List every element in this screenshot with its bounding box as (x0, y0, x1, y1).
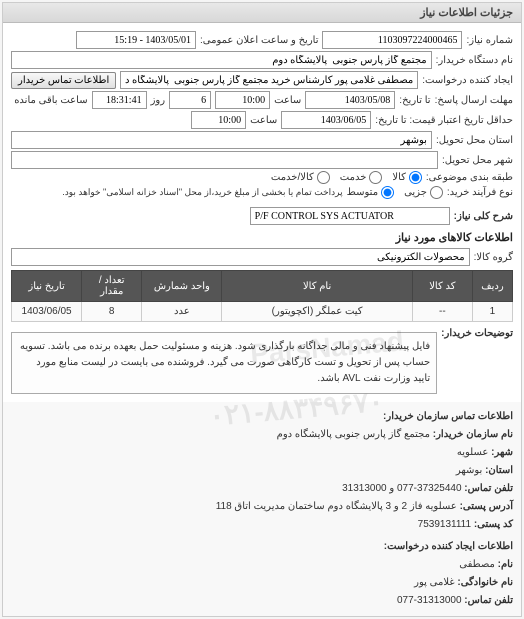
name-value: مصطفی (459, 559, 495, 570)
family-value: غلامی پور (414, 577, 454, 588)
radio-medium-label[interactable]: متوسط (347, 186, 394, 199)
table-header-cell: واحد شمارش (142, 271, 222, 302)
radio-goods-service-label[interactable]: کالا/خدمت (271, 171, 330, 184)
deadline-date-input[interactable] (305, 91, 395, 109)
creator-phone-value: 31313000-077 (397, 595, 462, 606)
validity-date-input[interactable] (281, 111, 371, 129)
group-label: گروه کالا: (474, 252, 513, 263)
radio-small-label[interactable]: جزیی (404, 186, 443, 199)
table-header-cell: تاریخ نیاز (12, 271, 82, 302)
table-body: 1--کیت عملگر (اکچویتور)عدد81403/06/05 (12, 302, 513, 322)
need-desc-input[interactable] (250, 207, 450, 225)
org-label: نام سازمان خریدار: (433, 429, 513, 440)
table-cell: 1 (472, 302, 512, 322)
creator-section-title: اطلاعات ایجاد کننده درخواست: (11, 538, 513, 556)
table-row: 1--کیت عملگر (اکچویتور)عدد81403/06/05 (12, 302, 513, 322)
validity-time-input[interactable] (191, 111, 246, 129)
radio-small[interactable] (430, 186, 443, 199)
items-table: ردیفکد کالانام کالاواحد شمارشتعداد / مقد… (11, 270, 513, 322)
table-header-cell: ردیف (472, 271, 512, 302)
radio-goods-label[interactable]: کالا (392, 171, 422, 184)
table-header-cell: تعداد / مقدار (82, 271, 142, 302)
postal-label: کد پستی: (474, 519, 513, 530)
table-header-row: ردیفکد کالانام کالاواحد شمارشتعداد / مقد… (12, 271, 513, 302)
need-number-input[interactable] (322, 31, 462, 49)
panel-title: جزئیات اطلاعات نیاز (3, 3, 521, 23)
time-label-1: ساعت (274, 95, 301, 106)
need-desc-label: شرح کلی نیاز: (454, 211, 513, 222)
radio-service[interactable] (369, 171, 382, 184)
province-input[interactable] (11, 131, 432, 149)
remain-time-input[interactable] (92, 91, 147, 109)
need-details-panel: جزئیات اطلاعات نیاز شماره نیاز: تاریخ و … (2, 2, 522, 617)
need-number-label: شماره نیاز: (466, 35, 513, 46)
name-label: نام: (498, 559, 513, 570)
radio-goods[interactable] (409, 171, 422, 184)
creator-label: ایجاد کننده درخواست: (422, 75, 513, 86)
postal-value: 7539131111 (418, 519, 471, 530)
purchase-note: پرداخت تمام یا بخشی از مبلغ خرید،از محل … (62, 187, 342, 198)
radio-service-text: خدمت (340, 172, 367, 183)
phone-label: تلفن تماس: (464, 483, 513, 494)
radio-goods-service-text: کالا/خدمت (271, 172, 314, 183)
radio-medium-text: متوسط (347, 187, 378, 198)
purchase-type-label: نوع فرآیند خرید: (447, 187, 513, 198)
contact-city-value: عسلویه (457, 447, 489, 458)
notes-box: فایل پیشنهاد فنی و مالی جداگانه بارگذاری… (11, 332, 437, 394)
contact-province-value: بوشهر (456, 465, 482, 476)
province-label: استان محل تحویل: (436, 135, 513, 146)
family-label: نام خانوادگی: (457, 577, 513, 588)
contact-section: اطلاعات تماس سازمان خریدار: نام سازمان خ… (3, 402, 521, 616)
contact-info-button[interactable]: اطلاعات تماس خریدار (11, 72, 116, 89)
table-header-cell: نام کالا (222, 271, 412, 302)
category-radio-group: کالا خدمت کالا/خدمت (271, 171, 422, 184)
city-input[interactable] (11, 151, 438, 169)
announce-label: تاریخ و ساعت اعلان عمومی: (200, 35, 319, 46)
items-section-title: اطلاعات کالاهای مورد نیاز (11, 231, 513, 244)
radio-small-text: جزیی (404, 187, 427, 198)
table-cell: عدد (142, 302, 222, 322)
days-input[interactable] (169, 91, 211, 109)
contact-province-label: استان: (485, 465, 513, 476)
time-label-2: ساعت (250, 115, 277, 126)
phone-value: 37325440-077 و 31313000 (342, 483, 461, 494)
creator-input[interactable] (120, 71, 418, 89)
contact-section-title: اطلاعات تماس سازمان خریدار: (11, 408, 513, 426)
deadline-time-input[interactable] (215, 91, 270, 109)
table-header-cell: کد کالا (412, 271, 472, 302)
radio-goods-text: کالا (392, 172, 406, 183)
table-cell: 1403/06/05 (12, 302, 82, 322)
notes-label: توضیحات خریدار: (441, 328, 513, 339)
table-cell: -- (412, 302, 472, 322)
creator-phone-label: تلفن تماس: (464, 595, 513, 606)
deadline-to-label: تا تاریخ: (399, 95, 430, 106)
radio-goods-service[interactable] (317, 171, 330, 184)
org-value: مجتمع گاز پارس جنوبی پالایشگاه دوم (277, 429, 430, 440)
radio-service-label[interactable]: خدمت (340, 171, 383, 184)
city-label: شهر محل تحویل: (442, 155, 513, 166)
radio-medium[interactable] (381, 186, 394, 199)
group-input[interactable] (11, 248, 470, 266)
announce-input[interactable] (76, 31, 196, 49)
days-label: روز (151, 95, 166, 106)
deadline-label: مهلت ارسال پاسخ: (435, 95, 513, 106)
purchase-type-radio-group: جزیی متوسط (347, 186, 443, 199)
table-cell: 8 (82, 302, 142, 322)
table-cell: کیت عملگر (اکچویتور) (222, 302, 412, 322)
address-label: آدرس پستی: (460, 501, 513, 512)
requester-input[interactable] (11, 51, 432, 69)
address-value: عسلویه فاز 2 و 3 پالایشگاه دوم ساختمان م… (216, 501, 457, 512)
category-label: طبقه بندی موضوعی: (426, 172, 513, 183)
validity-label: حداقل تاریخ اعتبار قیمت: تا تاریخ: (375, 115, 513, 126)
remain-label: ساعت باقی مانده (14, 95, 87, 106)
requester-label: نام دستگاه خریدار: (436, 55, 513, 66)
contact-city-label: شهر: (491, 447, 513, 458)
